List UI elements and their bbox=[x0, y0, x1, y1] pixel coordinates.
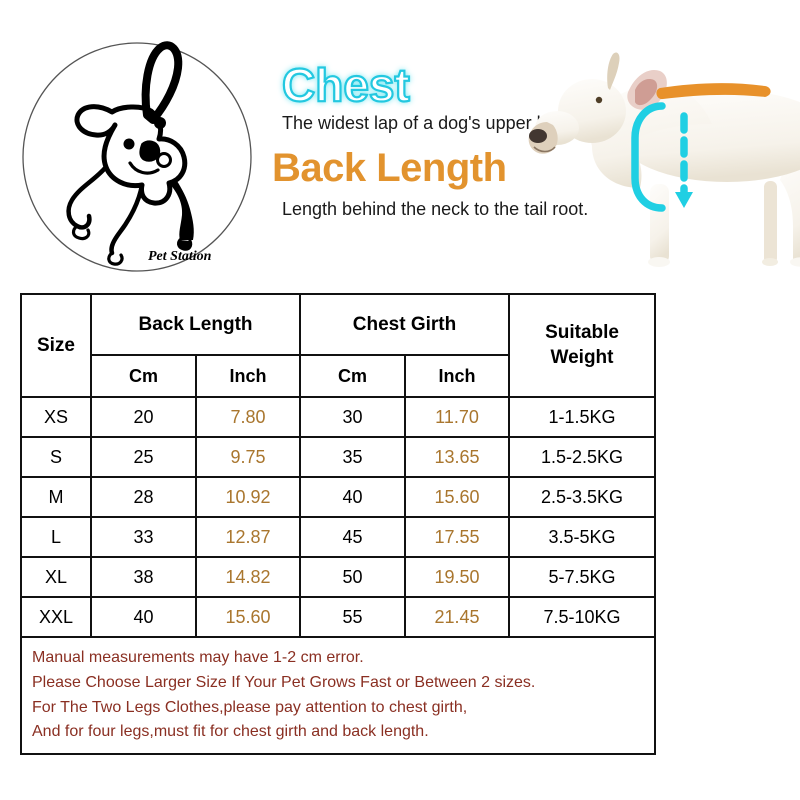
svg-text:Pet Station: Pet Station bbox=[148, 249, 212, 264]
